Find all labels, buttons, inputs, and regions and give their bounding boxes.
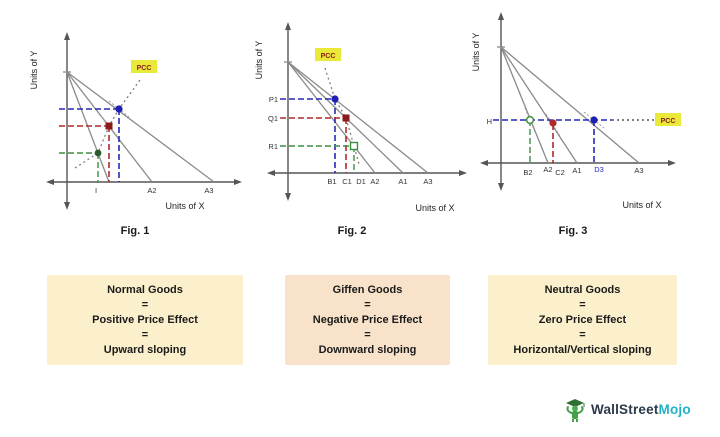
y-axis-arrow-down <box>64 202 70 210</box>
point-red <box>342 114 350 122</box>
x-tick-label: A2 <box>147 186 156 195</box>
wallstreetmojo-mascot-icon <box>566 399 585 422</box>
box-line: Upward sloping <box>103 343 187 356</box>
point-blue <box>115 105 123 113</box>
pcc-label-highlight <box>655 113 681 126</box>
figure-2-diagram: PCC P1 Q1 R1 B1 C1 D1 A2 A1 A3 Units of … <box>254 22 467 213</box>
x-axis-arrow-right <box>668 160 676 166</box>
budget-lines <box>284 61 429 174</box>
pcc-label: PCC <box>321 53 336 60</box>
green-guides <box>59 152 99 182</box>
blue-guides <box>59 108 120 182</box>
x-axis-arrow-left <box>46 179 54 185</box>
box-line: = <box>579 298 586 311</box>
normal-goods-box: Normal Goods = Positive Price Effect = U… <box>47 275 243 365</box>
x-axis-title: Units of X <box>622 200 661 210</box>
y-tick-label: H <box>487 117 492 126</box>
x-axis-title: Units of X <box>165 201 204 211</box>
box-line: = <box>364 298 371 311</box>
y-axis-arrow-down <box>285 193 291 201</box>
x-tick-label: C2 <box>555 168 565 177</box>
box-line: Zero Price Effect <box>538 313 627 326</box>
blue-guides <box>280 98 336 173</box>
x-axis-title: Units of X <box>415 203 454 213</box>
x-tick-label: A2 <box>543 165 552 174</box>
box-line: Neutral Goods <box>544 283 621 296</box>
box-line: = <box>141 328 149 341</box>
brand-text-primary: WallStreet <box>591 402 659 417</box>
box-line: Horizontal/Vertical sloping <box>513 343 652 356</box>
figure-3: PCC H B2 A2 C2 A1 D3 A3 Units of X Units… <box>462 8 712 243</box>
point-blue <box>331 95 339 103</box>
budget-lines <box>63 71 215 183</box>
wallstreetmojo-logo: WallStreetMojo <box>563 396 691 424</box>
x-tick-label: A1 <box>572 166 581 175</box>
x-tick-label: A1 <box>398 177 407 186</box>
y-tick-label: Q1 <box>268 114 278 123</box>
figure-3-diagram: PCC H B2 A2 C2 A1 D3 A3 Units of X Units… <box>471 12 681 210</box>
box-line: = <box>579 328 586 341</box>
x-tick-label: A3 <box>423 177 432 186</box>
pcc-label-highlight <box>131 60 157 73</box>
x-tick-label: B1 <box>327 177 336 186</box>
brand-text-secondary: Mojo <box>658 402 691 417</box>
box-line: = <box>364 328 371 341</box>
point-blue <box>590 116 598 124</box>
y-axis-arrow-up <box>498 12 504 20</box>
figure-2: PCC P1 Q1 R1 B1 C1 D1 A2 A1 A3 Units of … <box>253 8 468 243</box>
figure-1: PCC I A2 A3 Units of X Units of Y <box>28 8 243 243</box>
box-line: Normal Goods <box>107 283 183 296</box>
point-green <box>349 141 359 151</box>
point-red <box>105 122 113 130</box>
x-axis-arrow-left <box>480 160 488 166</box>
y-axis-arrow-down <box>498 183 504 191</box>
x-tick-label: A3 <box>204 186 213 195</box>
figure-1-diagram: PCC I A2 A3 Units of X Units of Y <box>29 32 242 211</box>
point-green <box>94 149 102 157</box>
giffen-goods-box: Giffen Goods = Negative Price Effect = D… <box>285 275 450 365</box>
y-axis-title: Units of Y <box>254 41 264 80</box>
x-tick-label: I <box>95 186 97 195</box>
figure-1-caption: Fig. 1 <box>120 225 150 237</box>
green-guides <box>280 145 355 173</box>
budget-lines <box>497 46 640 164</box>
box-line: Downward sloping <box>318 343 417 356</box>
y-tick-label: R1 <box>268 142 278 151</box>
y-axis-title: Units of Y <box>29 51 39 90</box>
box-line: Positive Price Effect <box>92 313 198 326</box>
figure-3-caption: Fig. 3 <box>558 225 588 237</box>
box-line: Giffen Goods <box>332 283 403 296</box>
y-axis-title: Units of Y <box>471 33 481 72</box>
y-axis-arrow-up <box>285 22 291 30</box>
x-tick-label: D1 <box>356 177 366 186</box>
x-axis-arrow-left <box>267 170 275 176</box>
x-tick-label: D3 <box>594 165 604 174</box>
pcc-label-highlight <box>315 48 341 61</box>
y-tick-label: P1 <box>269 95 278 104</box>
x-axis-arrow-right <box>234 179 242 185</box>
pcc-label: PCC <box>137 65 152 72</box>
neutral-goods-box: Neutral Goods = Zero Price Effect = Hori… <box>488 275 677 365</box>
x-tick-label: C1 <box>342 177 352 186</box>
figure-2-caption: Fig. 2 <box>337 225 367 237</box>
x-tick-label: B2 <box>523 168 532 177</box>
red-guides <box>59 125 110 182</box>
box-line: Negative Price Effect <box>312 313 423 326</box>
point-red <box>549 119 557 127</box>
x-tick-label: A3 <box>634 166 643 175</box>
point-green <box>525 115 535 125</box>
box-line: = <box>141 298 149 311</box>
x-tick-label: A2 <box>370 177 379 186</box>
x-axis-arrow-right <box>459 170 467 176</box>
pcc-label: PCC <box>661 118 676 125</box>
pcc-curve <box>324 67 360 165</box>
y-axis-arrow-up <box>64 32 70 40</box>
